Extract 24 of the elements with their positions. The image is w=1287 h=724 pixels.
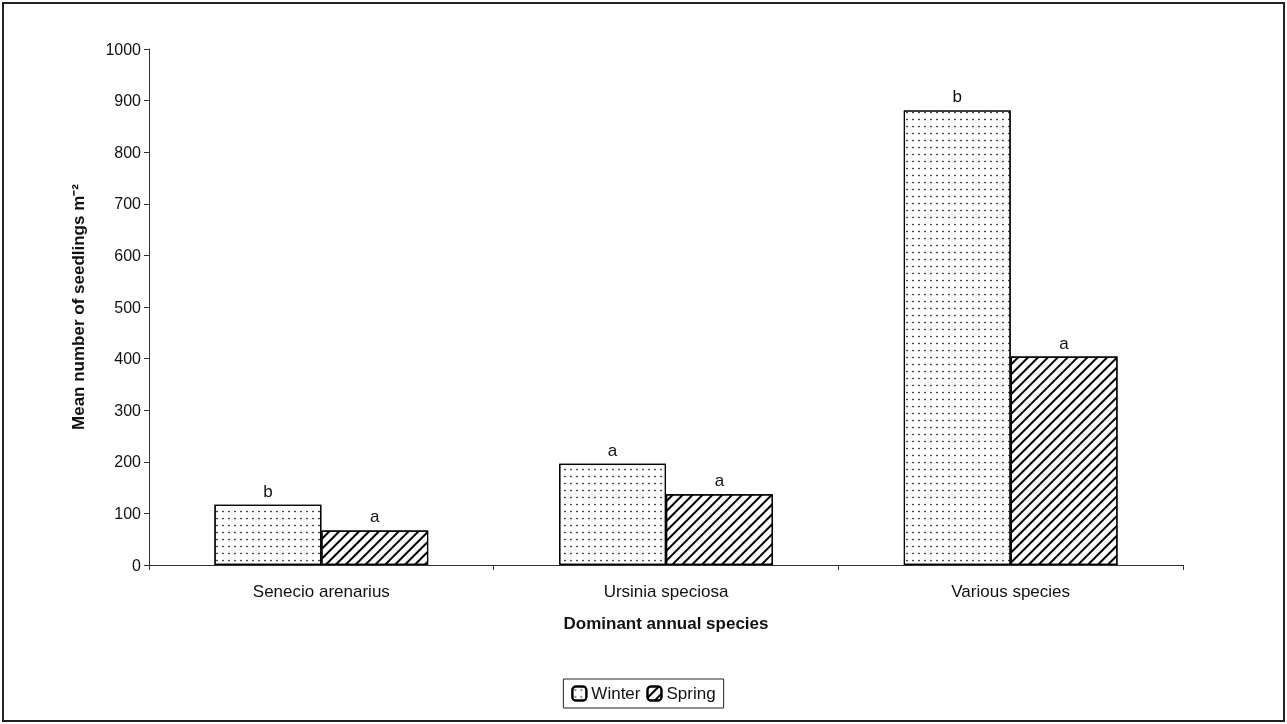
y-tick-label: 100 [114,504,142,522]
y-tick-label: 700 [114,195,142,213]
x-tick-label: Ursinia speciosa [603,582,729,601]
data-label: a [1059,333,1070,353]
legend-label: Winter [591,684,641,703]
y-axis-title: Mean number of seedlings m⁻² [69,183,88,430]
y-tick-label: 600 [114,246,142,264]
x-tick-label: Senecio arenarius [252,582,390,601]
y-tick-label: 1000 [105,40,142,58]
data-label: b [263,481,273,501]
x-axis-title: Dominant annual species [563,614,769,633]
data-label: a [714,471,725,491]
data-label: a [370,507,381,527]
legend-label: Spring [666,684,716,703]
y-tick-label: 300 [114,401,142,419]
y-tick-label: 800 [114,143,142,161]
y-tick-label: 400 [114,350,142,368]
y-tick-label: 500 [114,298,142,316]
y-tick-label: 200 [114,453,142,471]
y-tick-label: 0 [132,556,142,574]
x-tick-label: Various species [951,582,1071,601]
y-tick-label: 900 [114,92,142,110]
data-label: b [952,87,962,107]
data-label: a [607,440,618,460]
